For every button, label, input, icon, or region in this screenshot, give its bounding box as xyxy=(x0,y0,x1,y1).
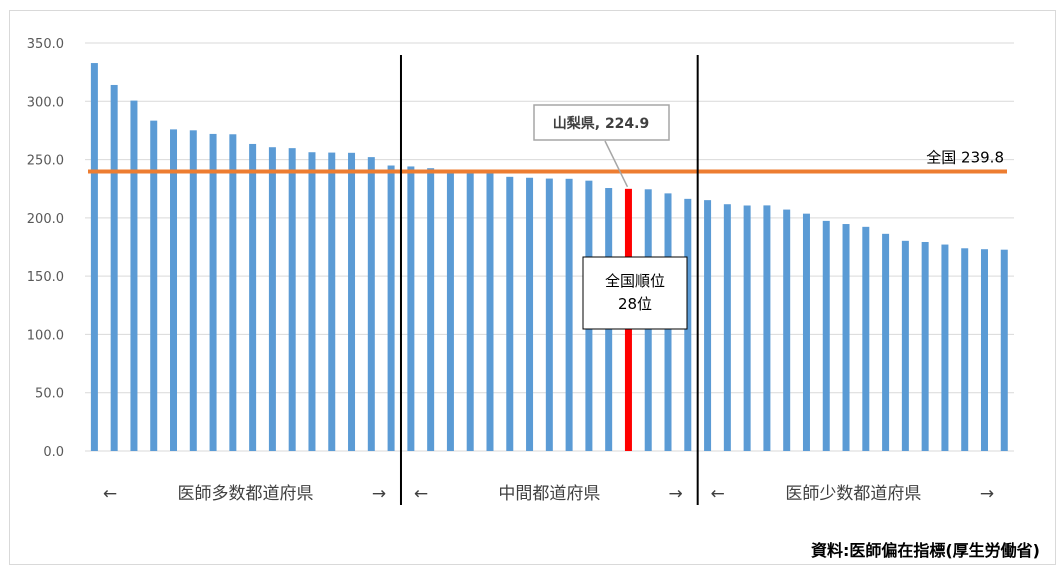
y-tick-label: 0.0 xyxy=(43,445,64,460)
bar xyxy=(882,233,890,451)
bar xyxy=(901,240,909,451)
bar xyxy=(921,241,929,451)
rank-box-value: 28位 xyxy=(618,295,652,313)
bar xyxy=(229,134,237,451)
bar xyxy=(822,220,830,451)
bar xyxy=(802,213,810,451)
rank-box-title: 全国順位 xyxy=(605,272,665,290)
bar xyxy=(545,178,553,451)
region-left-arrow: ← xyxy=(414,484,428,504)
bar xyxy=(268,147,276,452)
chart-frame xyxy=(9,10,1056,565)
bar xyxy=(486,171,494,452)
y-tick-label: 100.0 xyxy=(27,328,64,343)
source-note: 資料:医師偏在指標(厚生労働省) xyxy=(811,541,1040,560)
region-right-arrow: → xyxy=(980,484,994,504)
gridlines xyxy=(85,42,1014,452)
bar xyxy=(427,168,435,452)
national-average-line: 全国 239.8 xyxy=(88,148,1007,174)
region-left-arrow: ← xyxy=(103,484,117,504)
bar xyxy=(288,148,296,451)
bar xyxy=(170,129,178,451)
bar xyxy=(862,226,870,451)
bar xyxy=(367,157,375,452)
y-tick-label: 150.0 xyxy=(27,270,64,285)
reference-line-label: 全国 239.8 xyxy=(926,148,1004,166)
region-label: 医師少数都道府県 xyxy=(785,484,921,504)
bar xyxy=(1000,249,1008,451)
region-dividers xyxy=(399,55,699,505)
bar xyxy=(446,171,454,451)
bar xyxy=(980,249,988,451)
callout-box xyxy=(533,104,670,141)
y-tick-labels: 0.0 50.0 100.0 150.0 200.0 250.0 300.0 350.0 xyxy=(27,37,64,460)
bar xyxy=(130,100,138,451)
y-tick-label: 300.0 xyxy=(27,95,64,110)
y-tick-label: 200.0 xyxy=(27,212,64,227)
bar xyxy=(407,166,415,451)
rank-box xyxy=(582,256,688,330)
bar xyxy=(763,205,771,451)
bar xyxy=(348,152,356,451)
y-tick-label: 350.0 xyxy=(27,37,64,52)
region-right-arrow: → xyxy=(669,484,683,504)
bar xyxy=(506,176,514,451)
region-left-arrow: ← xyxy=(711,484,725,504)
y-tick-label: 250.0 xyxy=(27,154,64,169)
bar xyxy=(189,130,197,451)
bar xyxy=(90,63,98,451)
bar xyxy=(308,152,316,452)
bar xyxy=(783,209,791,451)
bar xyxy=(704,200,712,451)
bar xyxy=(249,143,257,451)
callout-label: 山梨県, 224.9 xyxy=(553,115,649,132)
bar xyxy=(387,165,395,451)
bar xyxy=(565,178,573,451)
bar xyxy=(328,152,336,451)
bar xyxy=(743,205,751,451)
bar xyxy=(842,224,850,451)
region-labels: ← 医師多数都道府県 → ← 中間都道府県 → ← 医師少数都道府県 → xyxy=(103,484,994,504)
bar xyxy=(526,177,534,451)
callout-leader xyxy=(604,140,629,188)
bar xyxy=(466,171,474,451)
bar xyxy=(110,84,118,452)
region-right-arrow: → xyxy=(372,484,386,504)
annotations: 山梨県, 224.9 全国順位 28位 xyxy=(533,104,688,330)
bar xyxy=(941,244,949,451)
y-tick-label: 50.0 xyxy=(35,387,64,402)
bars xyxy=(90,63,1008,452)
bar xyxy=(961,248,969,451)
region-label: 医師多数都道府県 xyxy=(177,484,313,504)
bar xyxy=(150,120,158,452)
region-label: 中間都道府県 xyxy=(498,484,600,504)
bar xyxy=(684,198,692,451)
bar xyxy=(209,133,217,451)
bar xyxy=(723,204,731,451)
